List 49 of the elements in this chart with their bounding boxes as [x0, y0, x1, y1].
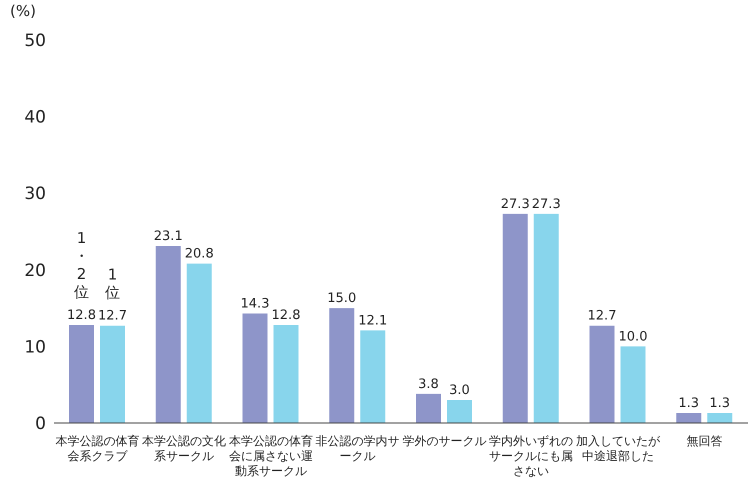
data-label: 20.8 — [184, 246, 214, 262]
x-tick-label: 加入していたが中途退部した — [576, 434, 661, 463]
data-label: 27.3 — [500, 196, 530, 212]
data-label: 12.7 — [588, 308, 616, 324]
data-label: 3.8 — [418, 376, 439, 392]
data-label: 1.3 — [678, 396, 700, 412]
bar — [186, 264, 212, 423]
data-label: 15.0 — [327, 291, 356, 306]
x-tick-label: 本学公認の体育会系クラブ — [55, 434, 140, 463]
bar — [676, 413, 702, 423]
data-label: 23.1 — [154, 229, 183, 244]
bar — [707, 413, 732, 423]
x-tick-label: 非公認の学内サークル — [316, 434, 400, 463]
data-label: 12.8 — [67, 308, 96, 323]
y-tick-label: 40 — [24, 108, 46, 128]
bar — [502, 214, 528, 423]
bar — [590, 326, 614, 423]
annotation: 1・2位 — [74, 228, 89, 301]
bar — [534, 214, 559, 423]
bar — [620, 346, 646, 423]
bar — [416, 394, 441, 423]
data-label: 1.3 — [709, 396, 730, 412]
y-tick-label: 50 — [24, 31, 46, 52]
y-tick-label: 30 — [24, 184, 46, 204]
bar — [274, 324, 298, 423]
x-tick-label: 本学公認の文化系サークル — [142, 434, 226, 463]
y-tick-label: 10 — [24, 337, 46, 358]
bar — [360, 330, 386, 423]
data-label: 12.8 — [272, 308, 300, 323]
data-label: 12.7 — [98, 308, 127, 324]
bar — [242, 313, 268, 423]
data-label: 10.0 — [618, 329, 648, 344]
bar — [100, 326, 125, 423]
annotation: 1位 — [105, 266, 120, 302]
y-tick-label: 20 — [24, 260, 46, 281]
x-tick-label: 学外のサークル — [402, 434, 486, 448]
y-tick-label: 0 — [35, 414, 46, 434]
x-tick-label: 本学公認の体育会に属さない運動系サークル — [228, 434, 313, 478]
data-label: 14.3 — [240, 296, 270, 312]
data-label: 27.3 — [532, 196, 561, 212]
data-label: 12.1 — [358, 313, 388, 328]
y-axis-title: (%) — [10, 2, 36, 20]
bar — [447, 400, 472, 423]
bar — [156, 246, 181, 423]
data-label: 3.0 — [449, 383, 470, 398]
bar — [329, 308, 354, 423]
x-tick-label: 無回答 — [686, 434, 723, 448]
x-tick-label: 学内外いずれのサークルにも属さない — [489, 434, 574, 478]
bar — [69, 324, 94, 423]
